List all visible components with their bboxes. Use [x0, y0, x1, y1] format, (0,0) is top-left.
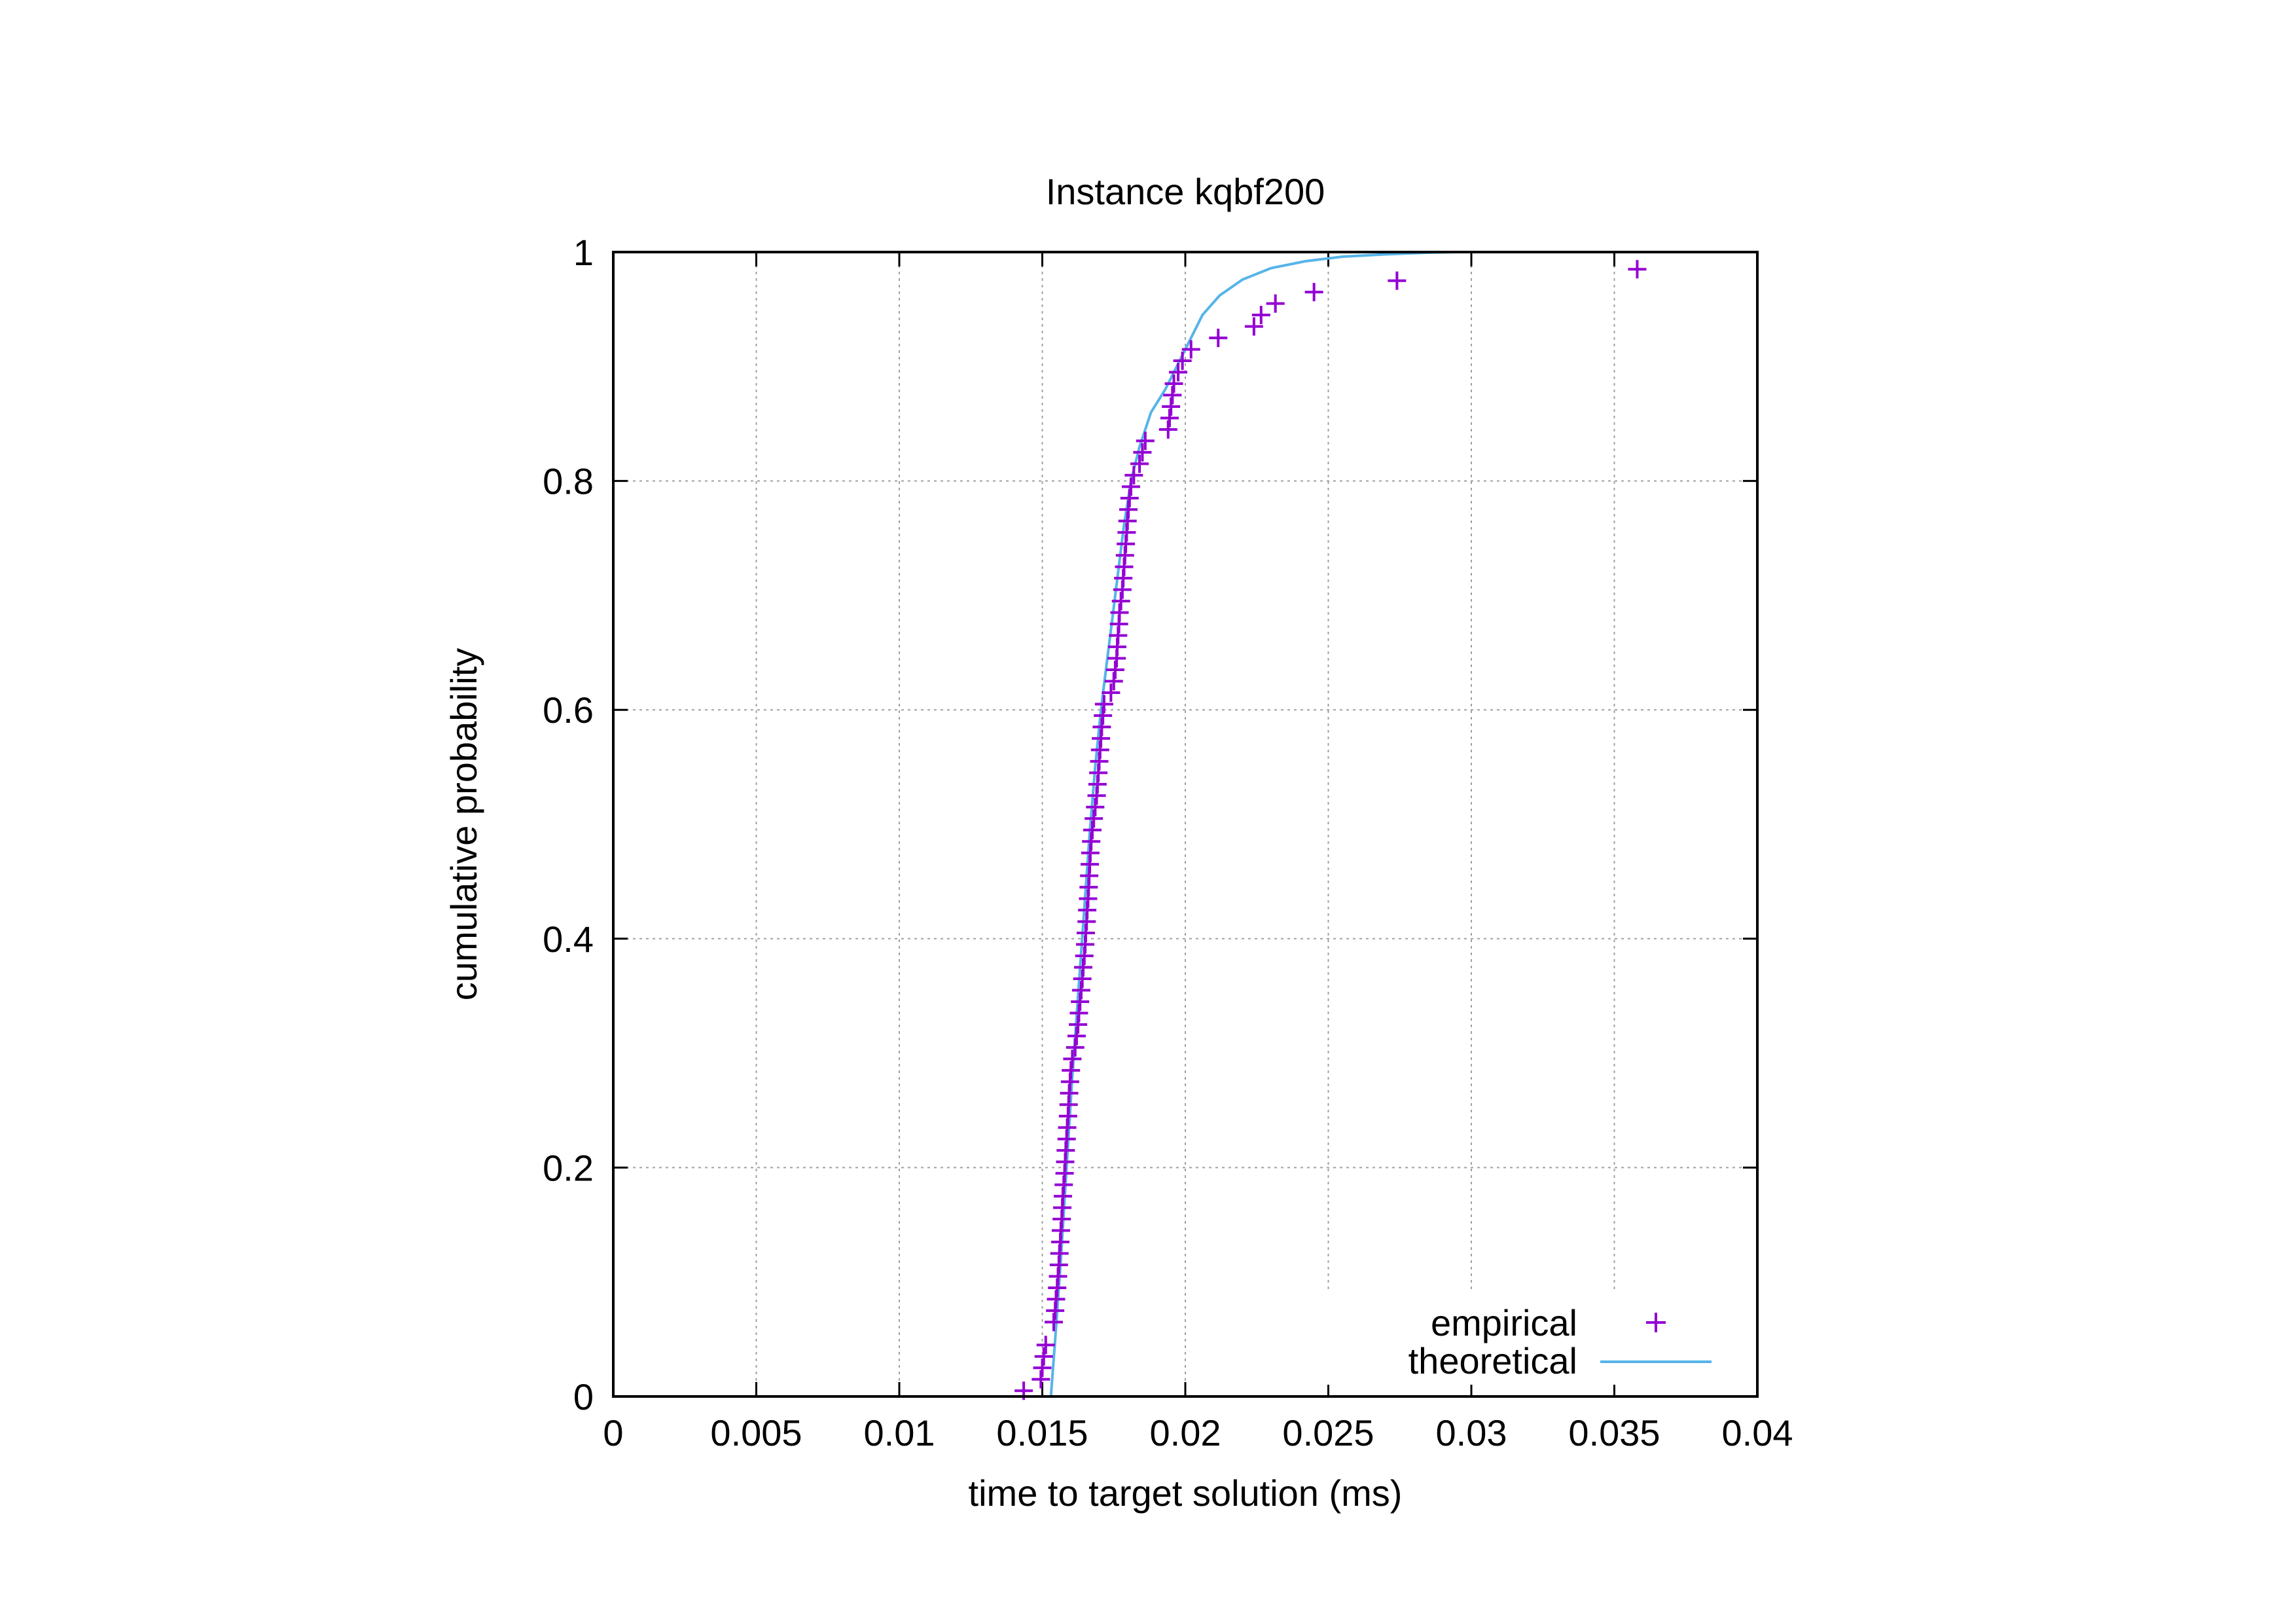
tick-labels: 0 0.005 0.01 0.015 0.02 0.025 0.03 0.035 0.04 0 0.…: [543, 232, 1793, 1453]
data-point: [1163, 386, 1182, 405]
x-tick-label: 0.04: [1722, 1412, 1793, 1453]
data-point: [1094, 695, 1113, 714]
legend-background: [1312, 1293, 1744, 1385]
data-point: [1104, 672, 1123, 691]
x-tick-label: 0.01: [864, 1412, 935, 1453]
y-axis-label: cumulative probability: [443, 648, 484, 1000]
y-tick-label: 0: [573, 1376, 594, 1417]
data-point: [1133, 443, 1152, 462]
x-tick-label: 0.025: [1282, 1412, 1374, 1453]
grid: [613, 252, 1757, 1396]
data-point: [1209, 329, 1228, 348]
plot-border: [612, 251, 1759, 1398]
y-tick-label: 0.4: [543, 919, 594, 960]
chart-title: Instance kqbf200: [1046, 171, 1325, 212]
data-point: [1044, 1313, 1063, 1332]
data-point: [1136, 431, 1155, 450]
data-point: [1067, 1027, 1086, 1046]
data-point: [1034, 1347, 1053, 1366]
data-point: [1160, 409, 1179, 428]
legend-label-empirical: empirical: [1431, 1302, 1577, 1343]
data-point: [1120, 488, 1139, 507]
data-point: [1162, 397, 1181, 416]
data-point: [1086, 797, 1105, 816]
y-tick-label: 0.2: [543, 1147, 594, 1188]
y-tick-label: 1: [573, 232, 594, 273]
data-point: [1063, 1049, 1082, 1068]
data-point: [1085, 809, 1103, 828]
x-axis-label: time to target solution (ms): [969, 1472, 1403, 1514]
data-point: [1111, 592, 1130, 611]
data-point: [1181, 340, 1200, 359]
data-point: [1158, 420, 1177, 439]
data-point: [1031, 1370, 1050, 1389]
legend-marker-empirical: [1646, 1313, 1666, 1332]
y-tick-label: 0.8: [543, 461, 594, 502]
data-point: [1066, 1038, 1085, 1057]
data-point: [1244, 317, 1263, 336]
data-point: [1628, 260, 1647, 279]
data-point: [1102, 683, 1121, 702]
data-point: [1124, 465, 1143, 484]
x-tick-label: 0.015: [996, 1412, 1088, 1453]
data-point: [1105, 661, 1124, 680]
data-point: [1033, 1359, 1052, 1377]
x-tick-label: 0.03: [1436, 1412, 1507, 1453]
data-point: [1036, 1336, 1055, 1355]
x-tick-label: 0.02: [1150, 1412, 1221, 1453]
data-point: [1130, 454, 1149, 473]
data-point: [1388, 271, 1407, 290]
data-point: [1164, 374, 1183, 393]
y-tick-label: 0.6: [543, 689, 594, 731]
data-point: [1083, 820, 1102, 839]
data-point: [1304, 283, 1323, 302]
data-point: [1169, 363, 1188, 382]
x-tick-label: 0.035: [1568, 1412, 1660, 1453]
legend-label-theoretical: theoretical: [1408, 1340, 1577, 1381]
x-tick-label: 0.005: [710, 1412, 802, 1453]
data-point: [1121, 477, 1140, 496]
data-point: [1266, 294, 1285, 313]
data-point: [1110, 603, 1129, 622]
legend: empirical theoretical: [1408, 1302, 1712, 1381]
data-point: [1173, 352, 1192, 371]
empirical-layer: [1014, 260, 1647, 1400]
data-point: [1251, 306, 1270, 325]
data-point: [1062, 1061, 1081, 1080]
x-tick-label: 0: [603, 1412, 623, 1453]
